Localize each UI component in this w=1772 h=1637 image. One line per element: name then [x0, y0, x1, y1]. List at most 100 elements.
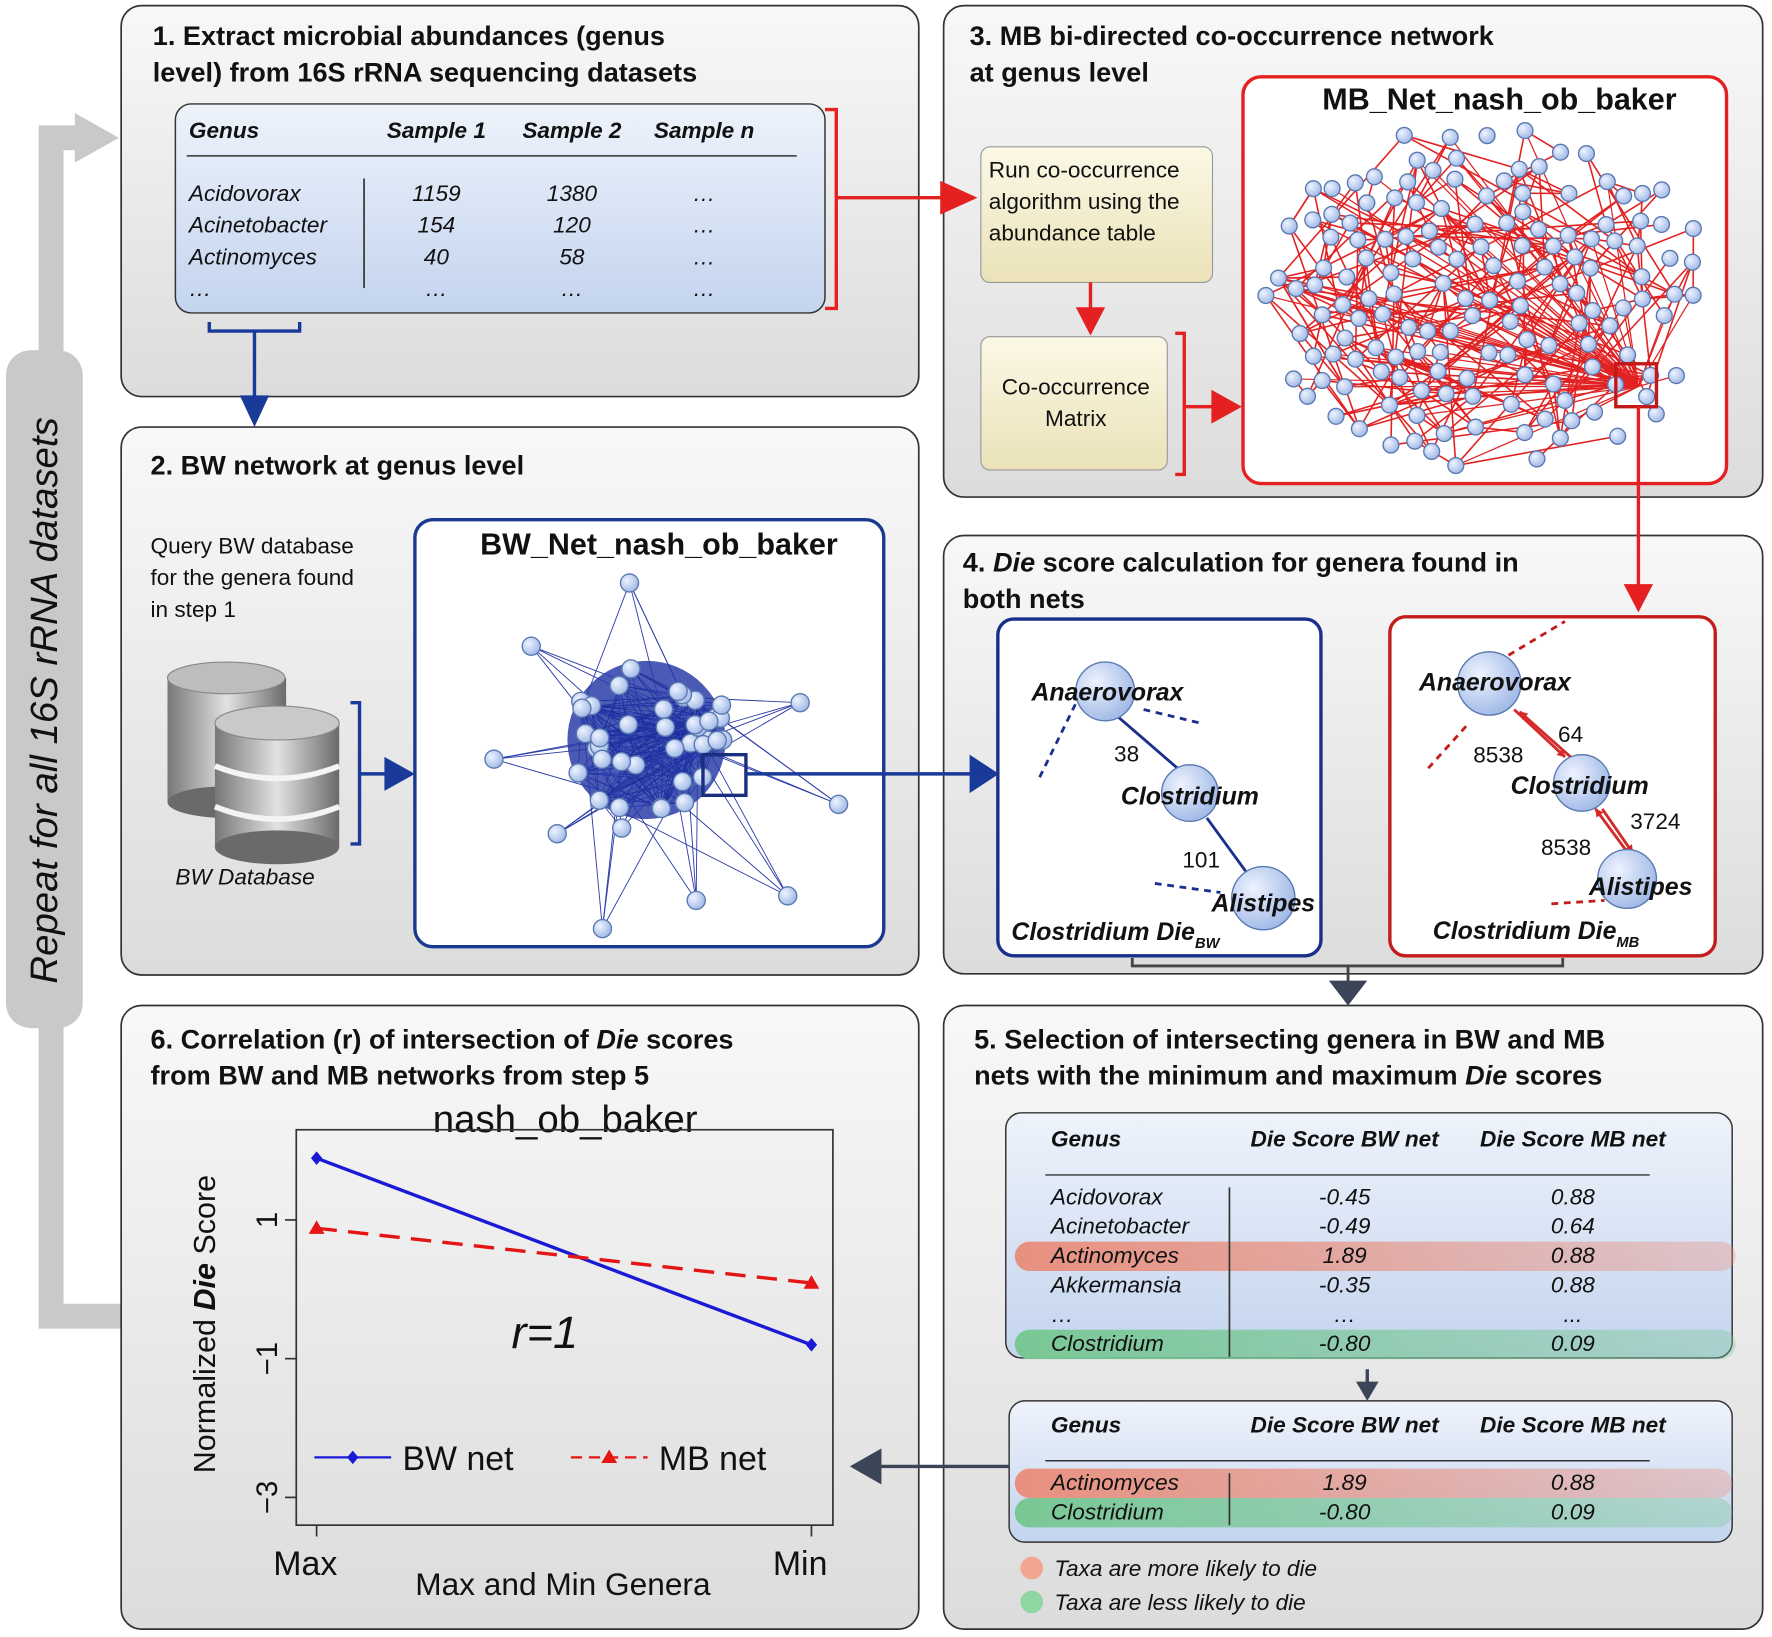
edge — [1601, 808, 1634, 854]
text-line: Run co-occurrence — [989, 157, 1180, 182]
edge — [1335, 404, 1390, 418]
node — [1160, 764, 1219, 823]
node — [1633, 184, 1652, 203]
table-cell: Acidovorax — [187, 181, 301, 206]
node — [651, 798, 672, 819]
bracket — [1130, 958, 1565, 983]
node — [1477, 187, 1496, 205]
node — [1544, 375, 1562, 393]
node — [1484, 257, 1503, 275]
node — [484, 749, 504, 769]
row-highlight — [1014, 1498, 1733, 1528]
text-segment: Die — [1465, 1060, 1507, 1091]
node — [1257, 286, 1275, 305]
panel-5: 5. Selection of intersecting genera in B… — [849, 1023, 1736, 1615]
edge — [629, 582, 686, 803]
node — [1579, 335, 1598, 353]
table-header: Genus — [1051, 1413, 1121, 1438]
dashed-edge — [1154, 882, 1221, 894]
edge — [1591, 238, 1643, 278]
table-cell: 0.88 — [1551, 1184, 1595, 1209]
bracket — [824, 107, 838, 311]
node — [1585, 403, 1604, 421]
edge — [1414, 395, 1474, 442]
panel-4: 4. Die score calculation for genera foun… — [963, 547, 1717, 1006]
node — [1322, 228, 1340, 246]
text-line: algorithm using the — [989, 189, 1180, 214]
edge — [1432, 169, 1639, 387]
table-header: Die Score MB net — [1480, 1413, 1667, 1438]
x-axis-label: Max and Min Genera — [415, 1566, 711, 1602]
edge — [1472, 169, 1521, 397]
table-cell: 0.09 — [1551, 1500, 1595, 1525]
arrow-head — [1355, 1381, 1379, 1401]
edge — [1321, 380, 1361, 430]
table-cell: Clostridium — [1051, 1500, 1164, 1525]
table-header: Die Score MB net — [1480, 1127, 1667, 1152]
edge-label: 64 — [1558, 722, 1583, 747]
step-box — [980, 146, 1214, 284]
edge — [1518, 168, 1570, 195]
node — [619, 573, 640, 593]
node — [1456, 651, 1522, 716]
table-cell: 1.89 — [1323, 1470, 1367, 1495]
text-line: Matrix — [1045, 406, 1107, 431]
node — [664, 738, 685, 759]
node — [1434, 274, 1452, 292]
table-cell: … — [693, 244, 716, 269]
edge — [1331, 188, 1639, 387]
edge-label: 8538 — [1473, 743, 1523, 768]
panel-title: 3. MB bi-directed co-occurrence network — [970, 20, 1495, 51]
node — [1577, 144, 1596, 163]
node — [1313, 306, 1331, 324]
node — [1386, 189, 1404, 207]
marker — [310, 1151, 323, 1165]
edge — [1403, 134, 1592, 240]
edge — [1313, 188, 1639, 387]
text-line: abundance table — [989, 221, 1156, 246]
edge — [1295, 223, 1476, 290]
node — [1446, 170, 1464, 188]
node — [777, 886, 798, 906]
edge — [1605, 189, 1663, 226]
marker — [803, 1275, 820, 1289]
node — [1481, 291, 1499, 309]
table-cell: Actinomyces — [1049, 1470, 1179, 1495]
node — [1513, 237, 1531, 255]
text-line: Query BW database — [151, 534, 354, 559]
edge — [1416, 385, 1639, 417]
node — [1341, 214, 1359, 232]
node — [1346, 350, 1365, 368]
edge — [1429, 230, 1482, 248]
edge — [1442, 282, 1639, 387]
text-segment: Clostridium Die — [1433, 918, 1617, 945]
table-cell: Actinomyces — [1049, 1243, 1179, 1268]
edge — [599, 799, 788, 897]
node — [1511, 297, 1530, 315]
node — [1447, 456, 1465, 475]
edge — [581, 582, 630, 709]
table-cell: Clostridium — [1051, 1331, 1164, 1356]
edge — [601, 759, 697, 901]
node — [1609, 427, 1627, 445]
edge — [621, 739, 708, 829]
node — [1408, 151, 1426, 169]
database-icon — [166, 661, 341, 865]
node — [1518, 330, 1536, 349]
arrow-head — [1075, 307, 1106, 336]
node — [1665, 285, 1684, 303]
table-cell: 0.88 — [1551, 1272, 1595, 1297]
y-tick-label: −3 — [251, 1481, 284, 1514]
edge — [695, 727, 699, 901]
node — [592, 749, 612, 770]
node — [1429, 362, 1447, 380]
node — [1376, 230, 1394, 248]
marker — [805, 1338, 818, 1352]
node — [1441, 128, 1459, 146]
text-segment: scores — [639, 1023, 734, 1054]
edge — [1588, 343, 1652, 377]
node — [1291, 324, 1309, 343]
edge-label: 101 — [1182, 848, 1220, 873]
edge — [1480, 246, 1491, 301]
legend-label: MB net — [659, 1440, 767, 1478]
